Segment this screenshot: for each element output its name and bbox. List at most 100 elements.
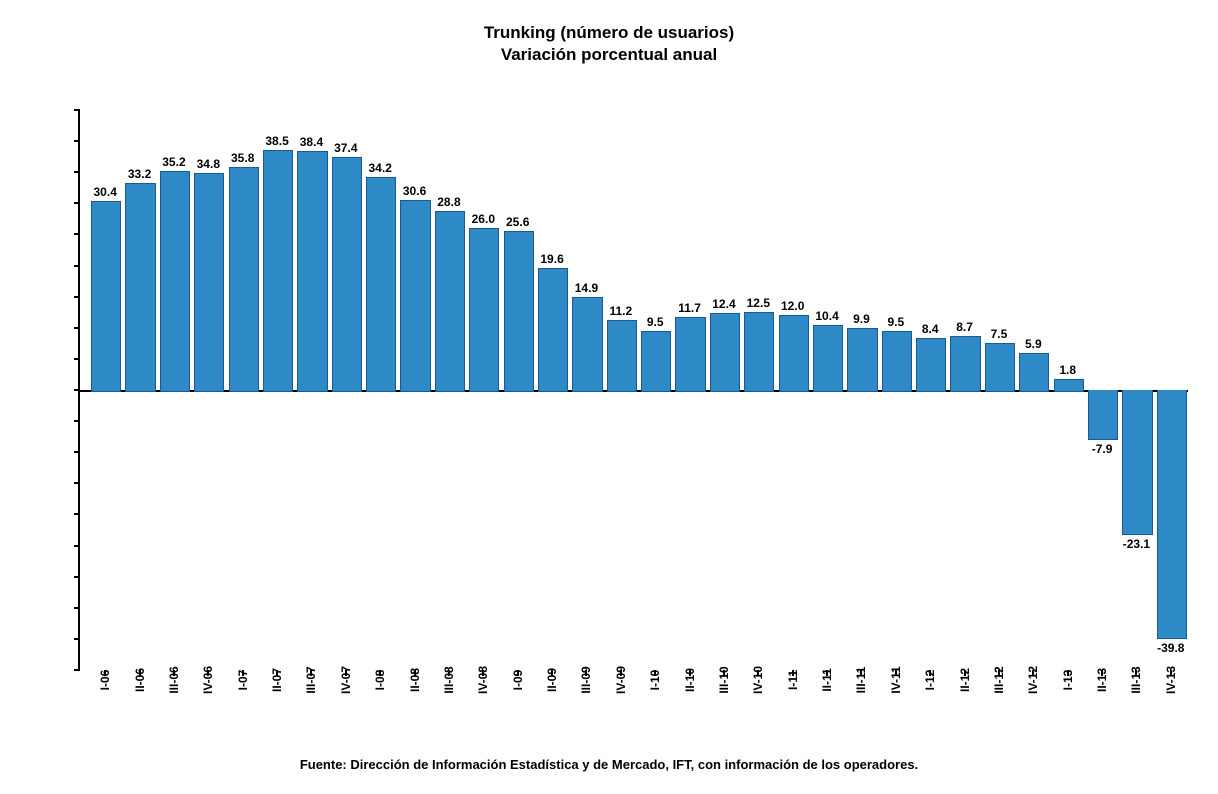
x-label-slot: IV-09: [604, 670, 638, 770]
x-axis-label: IV-11: [889, 666, 903, 693]
bar-value-label: 26.0: [472, 212, 495, 226]
x-label-slot: II-11: [810, 670, 844, 770]
bar-slot: 9.5: [638, 110, 672, 670]
x-label-slot: IV-06: [191, 670, 225, 770]
y-tick: [74, 576, 80, 578]
x-label-slot: III-09: [569, 670, 603, 770]
y-tick: [74, 202, 80, 204]
x-axis-label: II-13: [1095, 668, 1109, 692]
bar-value-label: 11.2: [609, 304, 632, 318]
bar: [916, 338, 946, 392]
bar: [813, 325, 843, 392]
x-axis-label: III-11: [854, 667, 868, 694]
chart-container: Trunking (número de usuarios) Variación …: [0, 0, 1218, 794]
bar-value-label: 38.5: [265, 134, 288, 148]
x-axis-label: I-07: [236, 670, 250, 691]
y-tick: [74, 607, 80, 609]
bar-value-label: 10.4: [815, 309, 838, 323]
x-axis-label: III-08: [442, 666, 456, 693]
bar-value-label: -39.8: [1157, 641, 1184, 655]
bar: [641, 331, 671, 392]
x-label-slot: II-07: [260, 670, 294, 770]
bar: [1157, 390, 1187, 639]
chart-title-block: Trunking (número de usuarios) Variación …: [0, 0, 1218, 66]
chart-footnote: Fuente: Dirección de Información Estadís…: [0, 757, 1218, 772]
y-tick: [74, 296, 80, 298]
bar: [160, 171, 190, 392]
x-labels-row: I-06II-06III-06IV-06I-07II-07III-07IV-07…: [88, 670, 1188, 770]
bar-slot: 19.6: [535, 110, 569, 670]
y-tick: [74, 327, 80, 329]
x-label-slot: I-10: [638, 670, 672, 770]
y-tick: [74, 420, 80, 422]
x-label-slot: III-08: [432, 670, 466, 770]
x-axis-label: I-06: [98, 670, 112, 691]
bar: [435, 211, 465, 392]
bar: [297, 151, 327, 392]
bar-value-label: 33.2: [128, 167, 151, 181]
bar-slot: 10.4: [810, 110, 844, 670]
bar-slot: 12.5: [741, 110, 775, 670]
bar-slot: -23.1: [1119, 110, 1153, 670]
bar-value-label: 8.4: [922, 322, 939, 336]
x-axis-label: I-13: [1061, 670, 1075, 691]
x-axis-label: II-06: [133, 668, 147, 692]
x-axis-label: I-08: [373, 670, 387, 691]
bar: [985, 343, 1015, 392]
bar: [779, 315, 809, 392]
bar: [263, 150, 293, 392]
bar-slot: 12.4: [707, 110, 741, 670]
bar: [194, 173, 224, 392]
x-label-slot: II-06: [122, 670, 156, 770]
bar: [332, 157, 362, 392]
bar: [710, 313, 740, 392]
bar: [744, 312, 774, 392]
y-tick: [74, 233, 80, 235]
bar-value-label: 8.7: [956, 320, 973, 334]
x-axis-label: III-13: [1129, 666, 1143, 693]
bar-value-label: 25.6: [506, 215, 529, 229]
bar-slot: 38.4: [294, 110, 328, 670]
x-axis-label: III-06: [167, 666, 181, 693]
bar-value-label: 11.7: [678, 301, 701, 315]
x-axis-label: IV-12: [1026, 666, 1040, 694]
y-tick: [74, 638, 80, 640]
bar: [1054, 379, 1084, 392]
bar-value-label: 35.8: [231, 151, 254, 165]
bar-value-label: 38.4: [300, 135, 323, 149]
x-label-slot: III-06: [157, 670, 191, 770]
x-axis-label: III-09: [579, 666, 593, 693]
bar: [882, 331, 912, 392]
x-axis-label: II-09: [545, 668, 559, 692]
bar: [572, 297, 602, 392]
x-label-slot: III-10: [707, 670, 741, 770]
bar-slot: 1.8: [1051, 110, 1085, 670]
bar-slot: 34.8: [191, 110, 225, 670]
bar-slot: 34.2: [363, 110, 397, 670]
y-tick: [74, 171, 80, 173]
x-axis-label: IV-13: [1164, 666, 1178, 694]
bar-value-label: 19.6: [540, 252, 563, 266]
x-label-slot: III-11: [844, 670, 878, 770]
x-axis-label: III-07: [304, 666, 318, 693]
bar-slot: 38.5: [260, 110, 294, 670]
x-label-slot: II-08: [397, 670, 431, 770]
bar-slot: 7.5: [982, 110, 1016, 670]
bar-value-label: 5.9: [1025, 337, 1042, 351]
x-axis-label: I-09: [511, 670, 525, 691]
bar-slot: 30.6: [397, 110, 431, 670]
x-axis-label: II-07: [270, 668, 284, 692]
plot-area: 30.433.235.234.835.838.538.437.434.230.6…: [78, 110, 1188, 670]
y-tick: [74, 265, 80, 267]
bar: [229, 167, 259, 392]
bar: [538, 268, 568, 392]
x-label-slot: II-10: [672, 670, 706, 770]
bar-slot: 26.0: [466, 110, 500, 670]
bar-slot: -7.9: [1085, 110, 1119, 670]
bar-value-label: 34.2: [369, 161, 392, 175]
x-label-slot: I-08: [363, 670, 397, 770]
y-tick: [74, 451, 80, 453]
bar-value-label: 7.5: [991, 327, 1008, 341]
bar-slot: -39.8: [1154, 110, 1188, 670]
bar-slot: 28.8: [432, 110, 466, 670]
